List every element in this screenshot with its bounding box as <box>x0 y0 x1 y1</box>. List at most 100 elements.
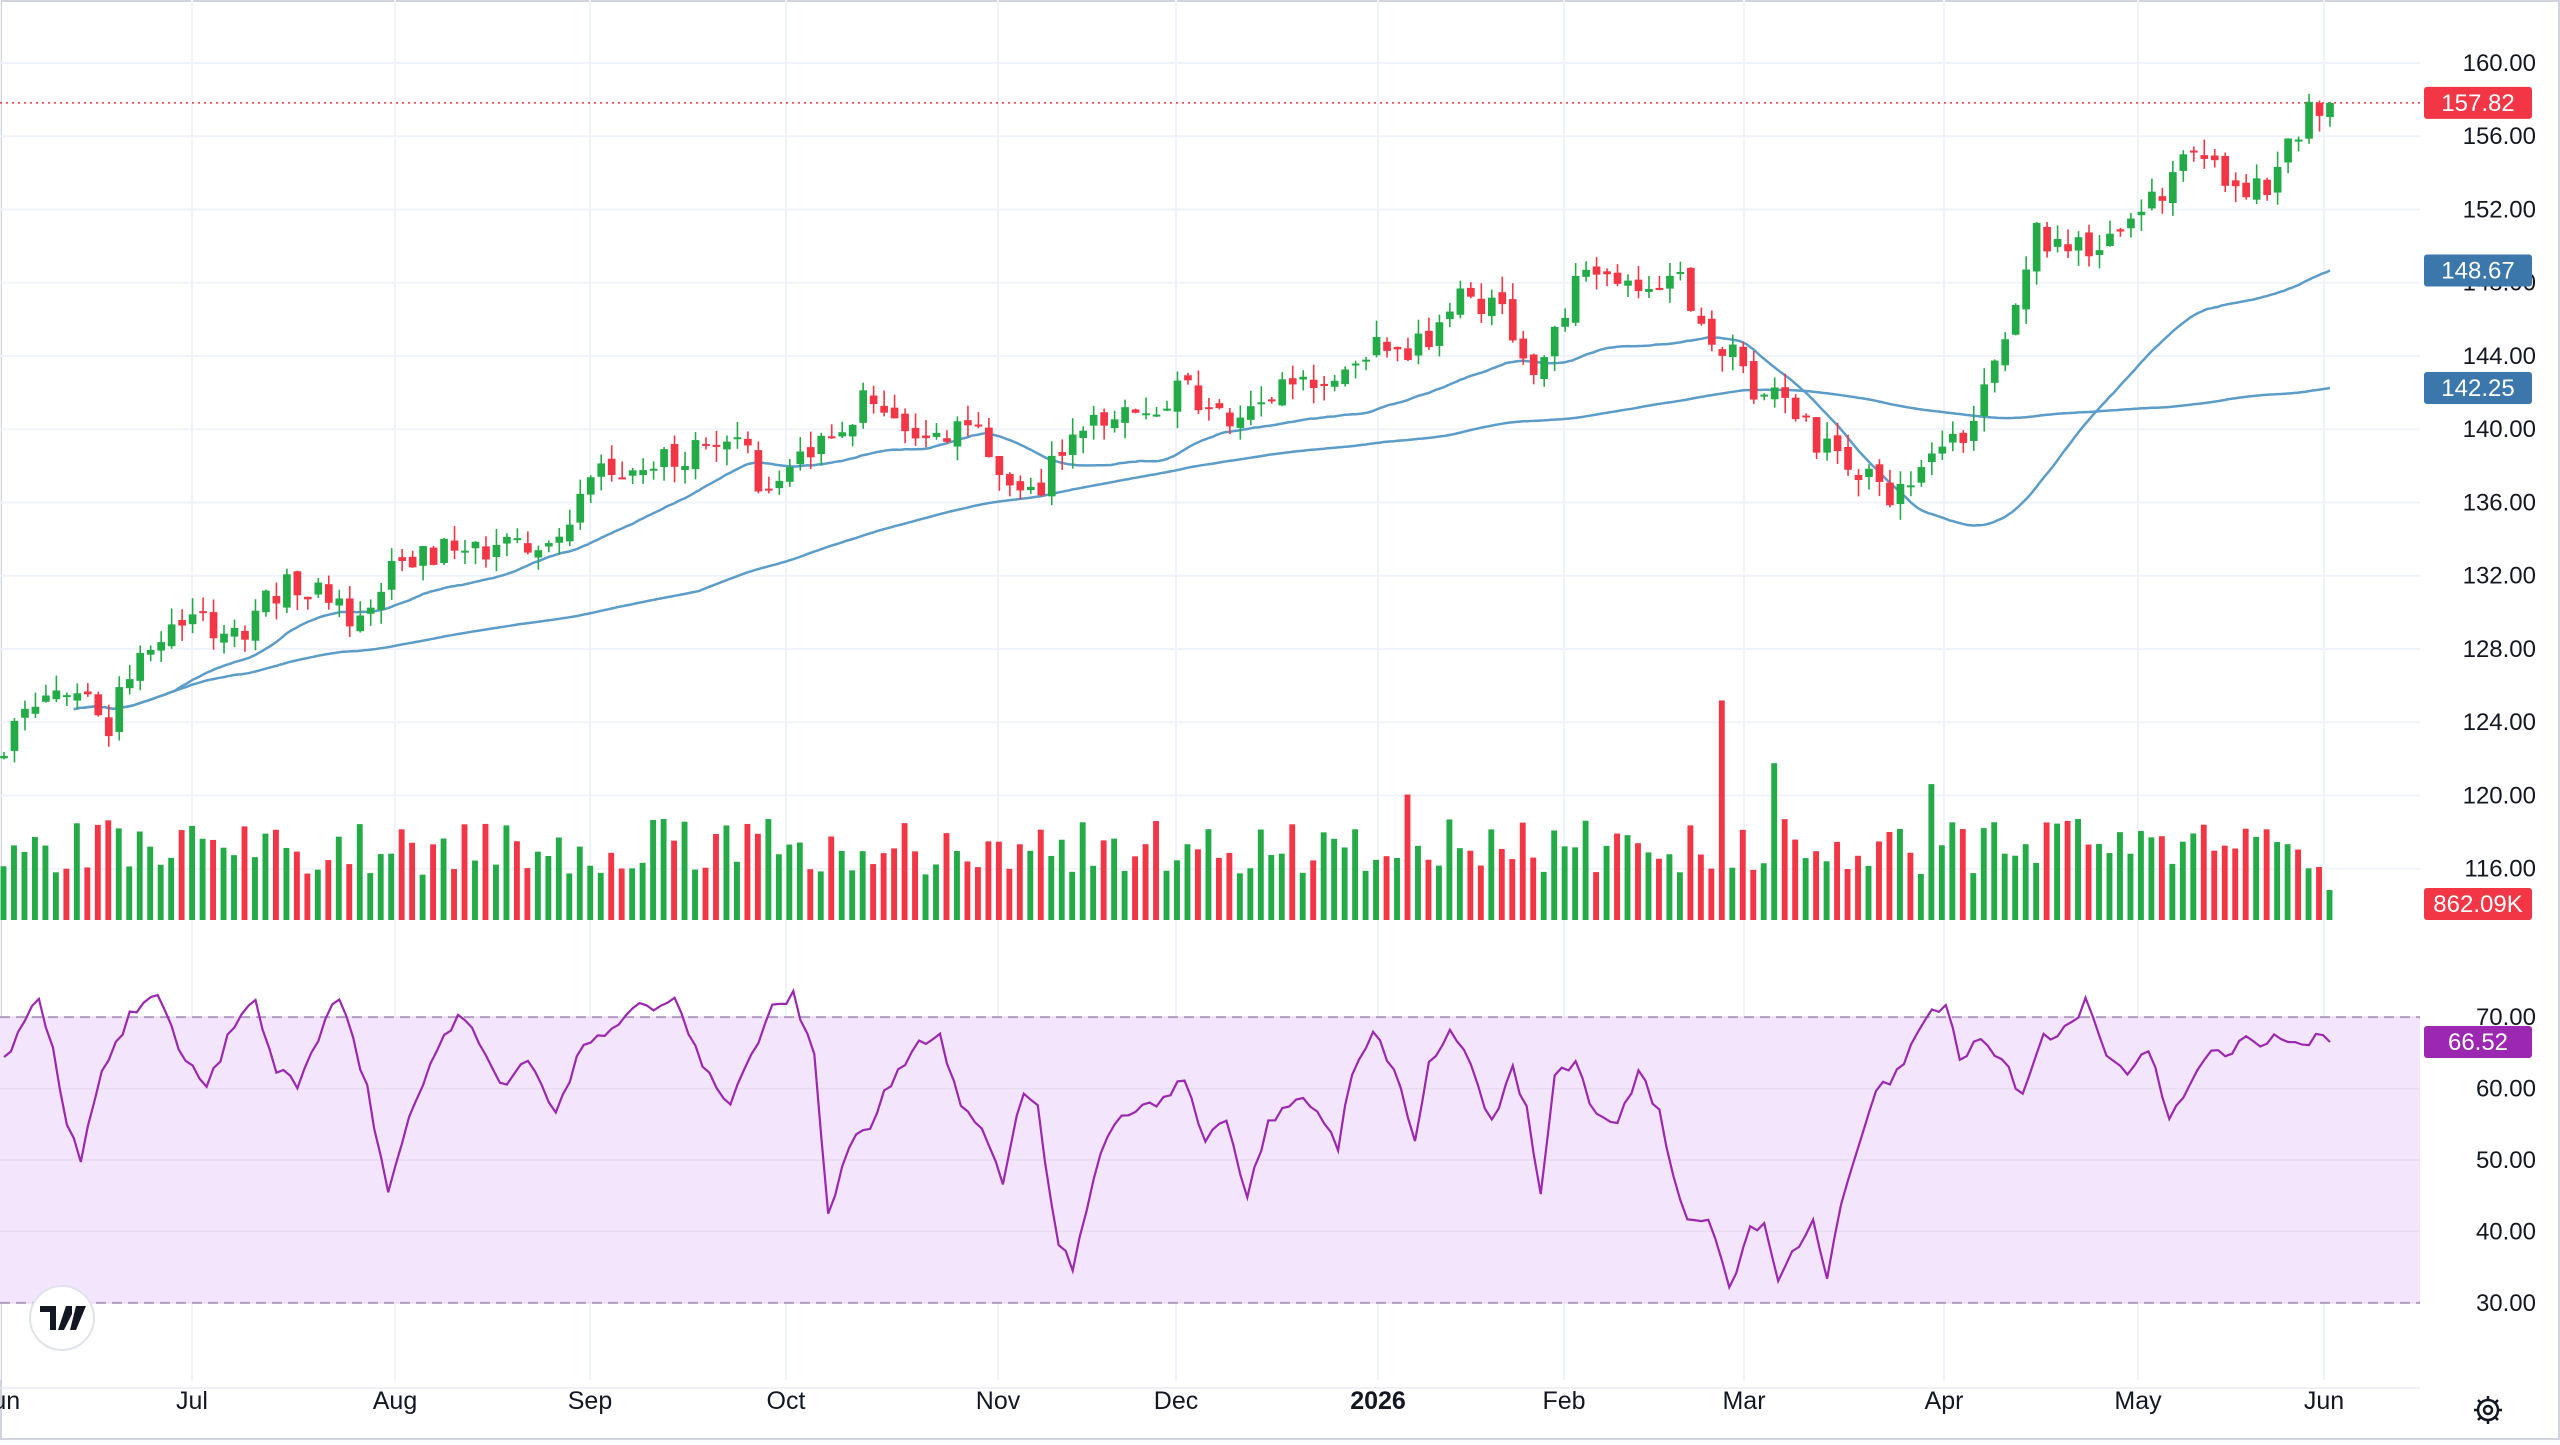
candle[interactable] <box>1634 266 1643 299</box>
candle[interactable] <box>1917 459 1926 487</box>
candle[interactable] <box>387 548 396 600</box>
candle[interactable] <box>1791 394 1800 422</box>
candle[interactable] <box>1875 459 1884 497</box>
candle[interactable] <box>2273 151 2282 205</box>
candle[interactable] <box>1980 368 1989 432</box>
candle[interactable] <box>2305 93 2313 144</box>
candle[interactable] <box>1508 283 1517 343</box>
candle[interactable] <box>1990 359 1999 393</box>
candle[interactable] <box>1781 373 1790 414</box>
candle[interactable] <box>2011 303 2020 336</box>
candle[interactable] <box>1435 314 1444 357</box>
candle[interactable] <box>691 432 700 480</box>
candle[interactable] <box>21 700 29 731</box>
candle[interactable] <box>1215 399 1224 410</box>
candle[interactable] <box>1540 355 1549 387</box>
candle[interactable] <box>565 509 574 546</box>
candle[interactable] <box>104 704 113 747</box>
candle[interactable] <box>2231 172 2240 203</box>
candle[interactable] <box>1582 261 1590 282</box>
candle[interactable] <box>702 437 710 450</box>
candle[interactable] <box>1005 472 1014 497</box>
candle[interactable] <box>1246 390 1255 426</box>
candle[interactable] <box>670 435 679 483</box>
candle[interactable] <box>1362 356 1370 371</box>
candle[interactable] <box>1676 261 1685 281</box>
candle[interactable] <box>2137 199 2146 231</box>
candle[interactable] <box>1414 319 1423 365</box>
candle[interactable] <box>943 430 951 444</box>
candle[interactable] <box>1655 275 1664 291</box>
candle[interactable] <box>1571 263 1580 326</box>
candle[interactable] <box>2053 225 2062 253</box>
candle[interactable] <box>649 461 658 480</box>
candle[interactable] <box>1907 471 1915 497</box>
candle[interactable] <box>356 601 365 633</box>
candle[interactable] <box>0 752 8 760</box>
candle[interactable] <box>1226 407 1234 435</box>
candle[interactable] <box>869 385 878 414</box>
candle[interactable] <box>1707 310 1716 352</box>
candle[interactable] <box>534 545 543 570</box>
candle[interactable] <box>1498 276 1507 315</box>
candle[interactable] <box>880 390 888 417</box>
candle[interactable] <box>125 664 134 695</box>
candle[interactable] <box>922 419 930 448</box>
candle[interactable] <box>1309 364 1318 404</box>
candle[interactable] <box>1592 257 1601 290</box>
candle[interactable] <box>1728 334 1737 371</box>
candle[interactable] <box>2095 235 2104 269</box>
candle[interactable] <box>1550 325 1559 372</box>
candle[interactable] <box>251 599 260 651</box>
candle[interactable] <box>31 692 40 718</box>
candle[interactable] <box>2127 212 2135 238</box>
candle[interactable] <box>115 676 124 741</box>
candle[interactable] <box>1194 370 1203 415</box>
candle[interactable] <box>775 470 784 495</box>
candle[interactable] <box>817 432 826 466</box>
candle[interactable] <box>1163 400 1171 412</box>
candle[interactable] <box>618 461 627 480</box>
candle[interactable] <box>73 683 82 709</box>
candle[interactable] <box>555 527 564 555</box>
candle[interactable] <box>827 424 836 439</box>
candle[interactable] <box>94 691 103 717</box>
candle[interactable] <box>1173 371 1182 429</box>
candle[interactable] <box>1037 468 1046 497</box>
candle[interactable] <box>1896 471 1905 520</box>
candle[interactable] <box>1561 308 1569 332</box>
candle[interactable] <box>2315 100 2324 132</box>
candle[interactable] <box>1687 267 1695 312</box>
candle[interactable] <box>1383 337 1391 358</box>
candle[interactable] <box>1812 416 1821 459</box>
ma-short-badge[interactable]: 148.67 <box>2424 254 2532 287</box>
candle[interactable] <box>848 423 857 447</box>
candle[interactable] <box>83 683 92 697</box>
candle[interactable] <box>1330 374 1339 392</box>
candle[interactable] <box>597 454 606 491</box>
candle[interactable] <box>324 575 333 610</box>
candle[interactable] <box>136 645 145 691</box>
candle[interactable] <box>1739 341 1748 374</box>
candle[interactable] <box>450 526 459 559</box>
candle[interactable] <box>52 675 61 703</box>
candle[interactable] <box>304 596 312 610</box>
price-axis[interactable]: 160.00156.00152.00148.00144.00140.00136.… <box>2424 50 2536 920</box>
candle[interactable] <box>1749 351 1758 404</box>
candle[interactable] <box>660 447 668 481</box>
candle[interactable] <box>1613 264 1622 287</box>
candle[interactable] <box>398 548 406 572</box>
candle[interactable] <box>1267 396 1276 404</box>
candle[interactable] <box>1446 302 1454 328</box>
candle[interactable] <box>1372 320 1381 358</box>
candle[interactable] <box>1844 434 1852 476</box>
candle[interactable] <box>408 550 417 568</box>
candle[interactable] <box>2284 138 2292 174</box>
candle[interactable] <box>859 382 867 429</box>
candle[interactable] <box>1938 430 1947 460</box>
candle[interactable] <box>576 479 585 530</box>
candle[interactable] <box>366 599 375 626</box>
candle[interactable] <box>1341 366 1349 387</box>
candle[interactable] <box>964 405 972 437</box>
